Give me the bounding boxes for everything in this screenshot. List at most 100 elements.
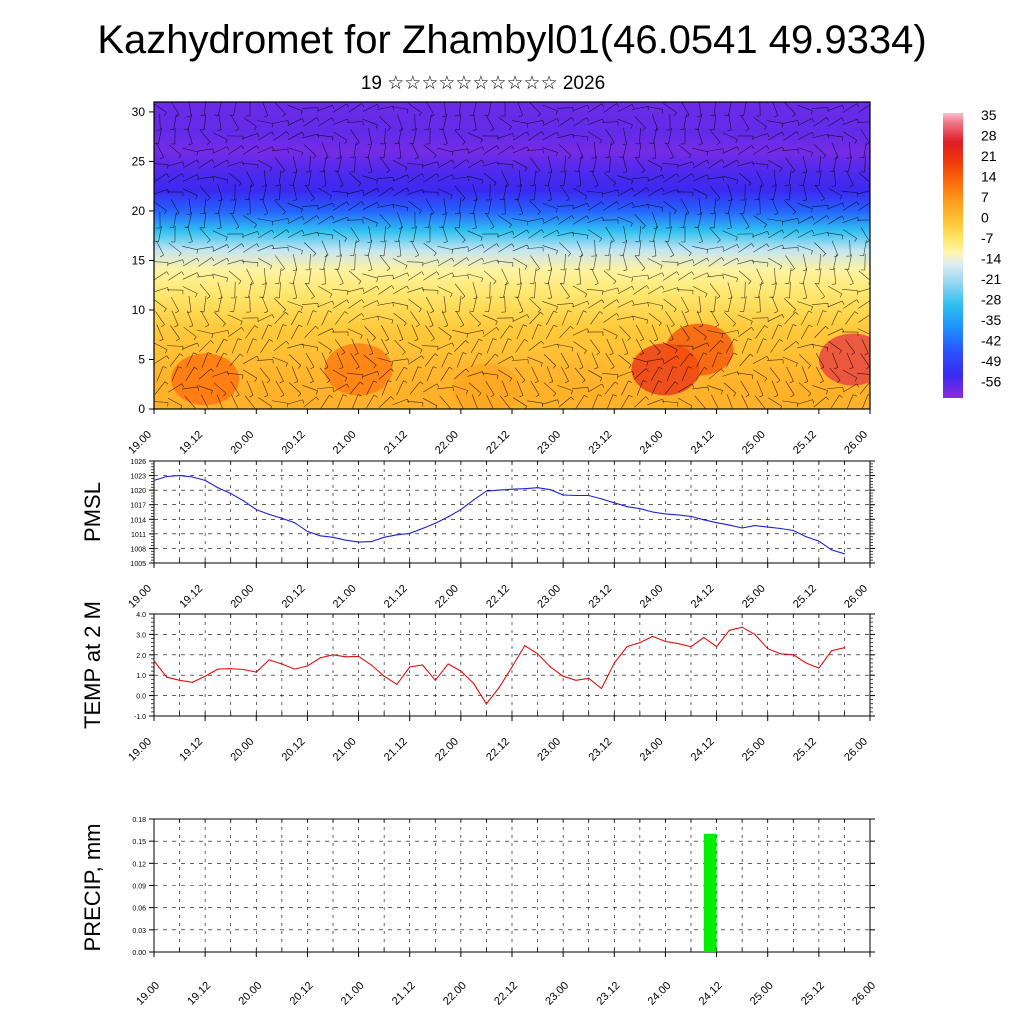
wind-barb-flag bbox=[324, 367, 329, 370]
wind-barb bbox=[547, 282, 553, 298]
wind-barb-flag bbox=[676, 355, 680, 360]
wind-barb-flag bbox=[379, 157, 384, 159]
wind-barb-flag bbox=[587, 202, 590, 207]
wind-barb-flag bbox=[822, 310, 827, 313]
wind-barb-flag bbox=[834, 367, 839, 370]
wind-barb-flag bbox=[312, 253, 317, 257]
wind-barb bbox=[709, 283, 721, 297]
pmsl-data-point bbox=[498, 489, 500, 491]
wind-barb bbox=[258, 229, 272, 239]
wind-barb bbox=[377, 274, 393, 278]
wind-barb-flag bbox=[519, 395, 524, 398]
wind-barb bbox=[692, 174, 708, 182]
wind-barb bbox=[272, 120, 288, 124]
wind-barb bbox=[203, 114, 207, 130]
wind-barb-flag bbox=[184, 226, 189, 229]
wind-barb bbox=[423, 242, 437, 254]
wind-barb bbox=[303, 242, 317, 254]
wind-barb bbox=[257, 257, 273, 267]
wind-barb bbox=[336, 170, 344, 186]
wind-barb bbox=[212, 371, 228, 377]
wind-barb-flag bbox=[496, 243, 500, 248]
wind-barb bbox=[362, 175, 378, 181]
wind-barb-flag bbox=[373, 364, 377, 369]
wind-barb bbox=[409, 381, 421, 395]
wind-barb-flag bbox=[466, 257, 470, 261]
wind-barb bbox=[544, 354, 556, 366]
wind-barb-flag bbox=[661, 305, 664, 310]
wind-barb-flag bbox=[376, 285, 380, 290]
temp-data-point bbox=[741, 626, 743, 628]
pmsl-data-point bbox=[178, 474, 181, 477]
wind-barb bbox=[547, 268, 553, 284]
wind-barb bbox=[378, 396, 392, 408]
wind-barb-flag bbox=[811, 118, 815, 123]
1|pmsl-x-tick-label: 23.12 bbox=[586, 583, 614, 611]
wind-barb-flag bbox=[599, 238, 602, 242]
wind-barb-flag bbox=[493, 281, 497, 285]
wind-barb bbox=[485, 212, 495, 228]
wind-barb-flag bbox=[280, 394, 285, 398]
wind-barb-flag bbox=[597, 394, 602, 397]
1|pmsl-x-tick-label: 25.00 bbox=[740, 583, 768, 611]
wind-barb-flag bbox=[789, 380, 794, 384]
wind-barb-flag bbox=[326, 379, 331, 383]
wind-barb-flag bbox=[542, 403, 544, 408]
wind-barb-flag bbox=[509, 378, 513, 382]
wind-barb-flag bbox=[584, 293, 588, 298]
wind-barb bbox=[753, 369, 767, 379]
wind-barb bbox=[692, 386, 708, 390]
wind-barb bbox=[262, 282, 268, 298]
wind-barb bbox=[472, 184, 478, 200]
wind-barb-flag bbox=[477, 323, 481, 327]
wind-barb-flag bbox=[481, 159, 485, 164]
wind-barb-flag bbox=[368, 269, 373, 272]
wind-barb bbox=[816, 366, 824, 382]
wind-barb bbox=[815, 185, 825, 199]
wind-barb bbox=[335, 311, 345, 325]
wind-barb-flag bbox=[269, 406, 272, 409]
wind-barb bbox=[378, 187, 392, 197]
wind-barb-flag bbox=[207, 352, 212, 355]
wind-barb-flag bbox=[461, 141, 466, 145]
wind-barb bbox=[542, 245, 558, 251]
wind-barb bbox=[348, 103, 362, 113]
wind-barb-flag bbox=[622, 143, 627, 145]
wind-barb bbox=[350, 227, 360, 241]
wind-barb-flag bbox=[478, 338, 483, 342]
wind-barb-flag bbox=[206, 141, 211, 145]
wind-barb bbox=[698, 102, 702, 116]
wind-barb bbox=[676, 289, 694, 291]
wind-barb-flag bbox=[587, 105, 590, 109]
chart-title: Kazhydromet for Zhambyl01(46.0541 49.933… bbox=[97, 18, 927, 62]
wind-barb bbox=[666, 142, 674, 158]
wind-barb bbox=[471, 352, 479, 368]
wind-barb bbox=[367, 142, 373, 158]
wind-barb bbox=[638, 226, 642, 242]
wind-barb-flag bbox=[658, 380, 663, 383]
wind-barb-flag bbox=[472, 227, 477, 229]
pmsl-panel: 10051008101110141017102010231026PMSL19.0… bbox=[80, 459, 875, 611]
wind-barb-flag bbox=[745, 394, 750, 398]
wind-barb bbox=[317, 104, 333, 112]
wind-barb-flag bbox=[211, 390, 213, 395]
wind-barb bbox=[333, 103, 347, 113]
wind-barb bbox=[591, 352, 599, 368]
wind-barb-flag bbox=[367, 143, 372, 145]
wind-barb-flag bbox=[795, 362, 798, 367]
temp-data-point bbox=[294, 668, 296, 670]
wind-barb-flag bbox=[553, 310, 558, 314]
wind-barb bbox=[698, 198, 702, 214]
wind-barb bbox=[482, 161, 498, 167]
wind-barb bbox=[728, 114, 732, 130]
wind-barb bbox=[542, 104, 558, 112]
wind-barb-flag bbox=[474, 409, 478, 410]
wind-barb bbox=[678, 271, 692, 281]
wind-barb-flag bbox=[791, 268, 795, 272]
temp-data-point bbox=[652, 635, 654, 638]
wind-barb bbox=[766, 359, 784, 361]
wind-barb bbox=[301, 303, 319, 305]
wind-barb bbox=[287, 202, 303, 210]
heatmap-warm-core bbox=[665, 323, 734, 376]
pmsl-data-point bbox=[677, 514, 679, 516]
